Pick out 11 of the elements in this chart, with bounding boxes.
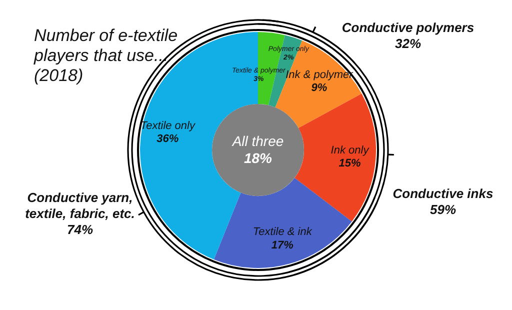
text: Conductive polymers 32% [340, 20, 476, 52]
slice-label: Textile & ink [252, 226, 312, 238]
slice-label: Ink only [330, 144, 370, 157]
data-label: 15% [338, 158, 361, 170]
text: Number of e-textile players that use... (2018) [34, 26, 178, 86]
data-label: 17% [271, 239, 294, 252]
data-label: 36% [156, 133, 179, 146]
data-label: 9% [311, 82, 328, 94]
slice-label: Textile only [140, 120, 196, 132]
text: Conductive inks 59% [392, 186, 494, 218]
text: Conductive yarn, textile, fabric, etc. 74% [24, 190, 136, 238]
